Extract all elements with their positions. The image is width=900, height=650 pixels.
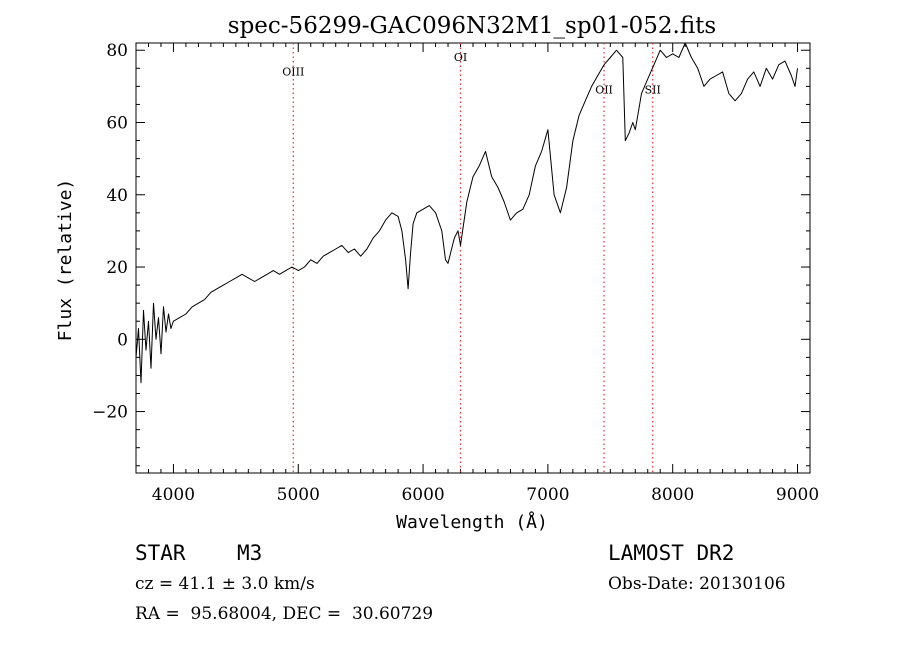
y-tick-label: 40 [106,186,128,206]
chart-title: spec-56299-GAC096N32M1_sp01-052.fits [228,13,716,39]
y-tick-label: 0 [117,330,128,350]
y-tick-label: −20 [92,403,128,423]
x-tick-label: 5000 [277,485,320,505]
x-tick-label: 7000 [526,485,569,505]
y-tick-label: 80 [106,41,128,61]
object-class: STAR [135,541,186,565]
sky-coordinates: RA = 95.68004, DEC = 30.60729 [135,604,434,624]
x-axis-label: Wavelength (Å) [396,511,548,533]
x-tick-label: 6000 [401,485,444,505]
object-subclass: M3 [237,541,263,565]
x-tick-label: 8000 [651,485,694,505]
line-marker-label-oii: OII [595,84,613,97]
x-tick-label: 4000 [152,485,195,505]
plot-area: 4000 5000 6000 7000 8000 9000 −20 0 20 40 60 80 OIII… [92,41,819,505]
line-marker-label-oi: OI [454,51,467,64]
y-tick-label: 60 [106,113,128,133]
survey-name: LAMOST DR2 [608,541,735,565]
spectrum-line-0 [135,42,798,384]
line-marker-label-oiii: OIII [282,66,304,79]
line-marker-label-sii: SII [645,84,661,97]
plot-frame [135,42,811,474]
redshift-velocity: cz = 41.1 ± 3.0 km/s [135,574,315,594]
y-tick-label: 20 [106,258,128,278]
x-tick-label: 9000 [776,485,819,505]
observation-date: Obs-Date: 20130106 [608,574,786,594]
y-axis-label: Flux (relative) [55,179,76,342]
